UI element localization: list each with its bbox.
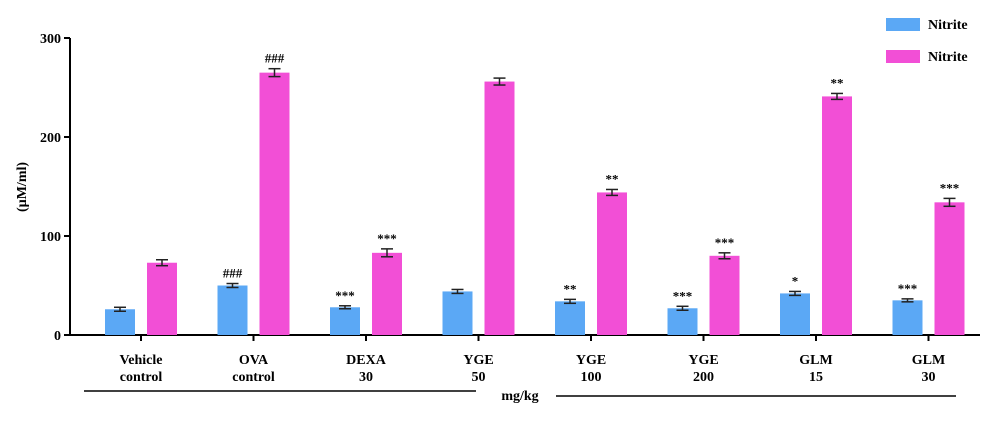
bar [147,262,177,335]
x-tick-label: GLM [912,353,945,368]
x-tick-label: 15 [809,370,823,385]
bar [597,192,627,335]
x-tick-label: 50 [472,370,486,385]
bar [442,291,473,335]
x-tick-label: 30 [922,370,936,385]
significance-label: ** [564,281,577,296]
bar [105,309,135,335]
significance-label: *** [673,288,693,303]
bar [892,300,923,335]
x-tick-label: control [120,370,163,385]
x-tick-label: 30 [359,370,373,385]
unit-label: mg/kg [501,389,538,404]
y-tick-label: 0 [54,329,61,344]
significance-label: ** [831,75,844,90]
legend-label: Nitrite [928,50,968,65]
bar [372,252,402,335]
significance-label: *** [940,180,960,195]
significance-labels: ######************************* [223,51,960,304]
bar [217,285,248,335]
bar [555,301,585,335]
significance-label: * [792,273,799,288]
significance-label: ** [606,171,619,186]
error-bars [114,67,956,312]
x-tick-label: GLM [799,353,832,368]
y-tick-label: 300 [40,32,61,47]
significance-label: *** [715,235,735,250]
x-tick-label: 100 [581,370,602,385]
legend-swatch [886,18,920,31]
significance-label: ### [223,266,243,281]
bar [259,72,290,336]
x-tick-label: YGE [463,353,493,368]
x-tick-label: control [232,370,275,385]
y-tick-label: 200 [40,131,61,146]
x-tick-label: 200 [693,370,714,385]
bars [105,72,965,336]
bar [934,202,965,335]
bar [330,307,360,335]
legend-swatch [886,50,920,63]
x-tick-label: YGE [688,353,718,368]
x-tick-label: DEXA [346,353,387,368]
significance-label: *** [377,231,397,246]
x-tick-label: YGE [576,353,606,368]
bar [822,96,852,335]
bar [709,255,740,335]
legend: Nitrite Nitrite [886,18,968,65]
x-tick-label: OVA [239,353,269,368]
y-tick-label: 100 [40,230,61,245]
significance-label: *** [898,281,918,296]
y-axis-label: (µM/ml) [15,162,30,212]
bar [484,81,515,335]
bar [667,308,698,335]
bar [780,293,810,335]
significance-label: *** [335,288,355,303]
legend-label: Nitrite [928,18,968,33]
significance-label: ### [265,51,285,66]
x-tick-label: Vehicle [119,353,162,368]
category-labels: Vehicle control OVA control DEXA 30 YGE 50 YGE 10… [119,335,945,385]
